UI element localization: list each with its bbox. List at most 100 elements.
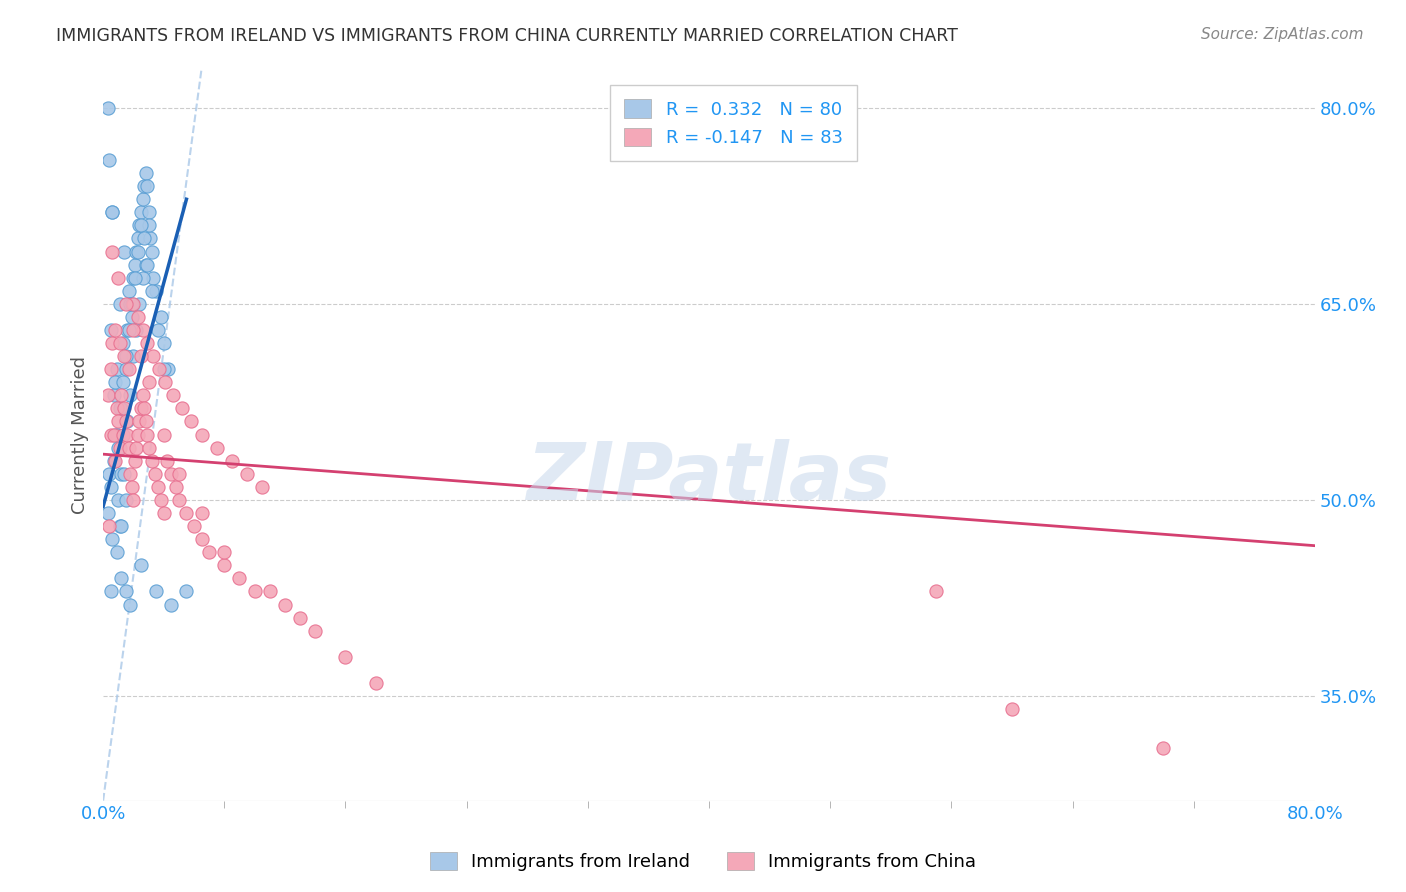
Point [115, 584, 138, 599]
Point [136, 258, 159, 272]
Point [364, 676, 387, 690]
Point [132, 401, 155, 416]
Point [97, 101, 120, 115]
Point [122, 349, 145, 363]
Point [98, 467, 121, 481]
Point [112, 401, 135, 416]
Point [115, 492, 138, 507]
Point [176, 584, 198, 599]
Point [145, 284, 167, 298]
Point [101, 205, 124, 219]
Point [118, 362, 141, 376]
Point [125, 323, 148, 337]
Point [110, 571, 132, 585]
Point [135, 166, 157, 180]
Point [115, 362, 138, 376]
Point [142, 349, 165, 363]
Point [129, 349, 152, 363]
Point [139, 231, 162, 245]
Point [120, 598, 142, 612]
Point [115, 297, 138, 311]
Point [156, 453, 179, 467]
Point [131, 323, 153, 337]
Point [101, 336, 124, 351]
Point [335, 649, 357, 664]
Point [103, 388, 125, 402]
Point [152, 336, 174, 351]
Point [243, 584, 266, 599]
Point [124, 453, 146, 467]
Point [97, 506, 120, 520]
Point [129, 401, 152, 416]
Point [98, 519, 121, 533]
Point [122, 323, 145, 337]
Point [117, 415, 139, 429]
Point [190, 506, 212, 520]
Point [180, 415, 202, 429]
Point [131, 192, 153, 206]
Point [125, 244, 148, 259]
Point [304, 624, 326, 638]
Point [141, 244, 163, 259]
Point [107, 441, 129, 455]
Point [214, 545, 236, 559]
Point [214, 558, 236, 573]
Point [101, 205, 124, 219]
Point [124, 258, 146, 272]
Point [112, 244, 135, 259]
Point [121, 310, 143, 324]
Point [110, 388, 132, 402]
Point [121, 480, 143, 494]
Point [127, 310, 149, 324]
Point [176, 506, 198, 520]
Point [103, 427, 125, 442]
Point [127, 427, 149, 442]
Point [108, 401, 131, 416]
Point [135, 415, 157, 429]
Point [160, 467, 183, 481]
Point [149, 492, 172, 507]
Point [101, 532, 124, 546]
Point [1001, 702, 1024, 716]
Point [152, 362, 174, 376]
Point [108, 441, 131, 455]
Point [122, 297, 145, 311]
Point [120, 297, 142, 311]
Point [100, 427, 122, 442]
Point [221, 453, 243, 467]
Point [118, 441, 141, 455]
Point [108, 519, 131, 533]
Point [105, 545, 128, 559]
Point [105, 362, 128, 376]
Y-axis label: Currently Married: Currently Married [72, 356, 89, 514]
Point [108, 297, 131, 311]
Point [104, 427, 127, 442]
Point [136, 179, 159, 194]
Point [131, 270, 153, 285]
Point [250, 480, 273, 494]
Point [107, 492, 129, 507]
Point [108, 336, 131, 351]
Text: ZIPatlas: ZIPatlas [526, 440, 891, 517]
Point [105, 401, 128, 416]
Point [288, 610, 311, 624]
Point [122, 270, 145, 285]
Point [1153, 741, 1175, 756]
Point [127, 231, 149, 245]
Point [121, 297, 143, 311]
Point [110, 519, 132, 533]
Point [100, 480, 122, 494]
Point [925, 584, 948, 599]
Point [146, 480, 169, 494]
Point [146, 323, 169, 337]
Legend: Immigrants from Ireland, Immigrants from China: Immigrants from Ireland, Immigrants from… [423, 845, 983, 879]
Point [107, 270, 129, 285]
Point [118, 323, 141, 337]
Point [98, 153, 121, 167]
Point [135, 258, 157, 272]
Text: IMMIGRANTS FROM IRELAND VS IMMIGRANTS FROM CHINA CURRENTLY MARRIED CORRELATION C: IMMIGRANTS FROM IRELAND VS IMMIGRANTS FR… [56, 27, 957, 45]
Point [131, 388, 153, 402]
Point [120, 388, 142, 402]
Point [122, 492, 145, 507]
Point [205, 441, 228, 455]
